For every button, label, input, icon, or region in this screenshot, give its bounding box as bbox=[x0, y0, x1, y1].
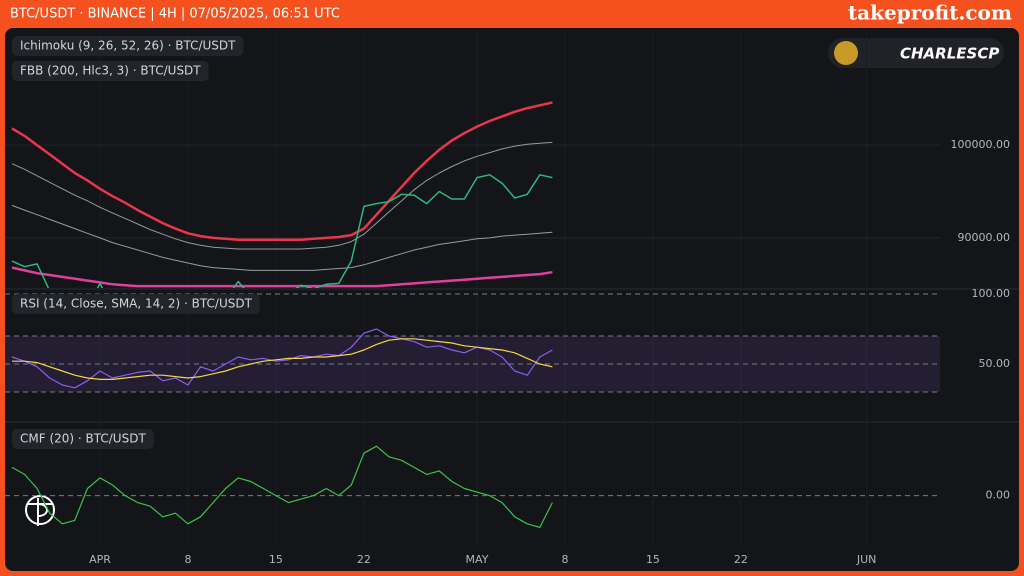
series-line bbox=[11, 101, 553, 242]
y-tick-label: 50.00 bbox=[979, 357, 1011, 370]
logo-mark bbox=[28, 498, 52, 526]
pane bbox=[5, 101, 940, 288]
x-tick-label: 8 bbox=[184, 553, 191, 566]
indicator-label: CMF (20) · BTC/USDT bbox=[20, 432, 146, 446]
x-tick-label: 8 bbox=[561, 553, 568, 566]
indicator-pill bbox=[12, 429, 154, 449]
x-tick-label: 22 bbox=[357, 553, 371, 566]
x-tick-label: 22 bbox=[734, 553, 748, 566]
series-line bbox=[11, 174, 553, 288]
x-tick-label: MAY bbox=[466, 553, 489, 566]
indicator-pill bbox=[12, 294, 260, 314]
x-tick-label: JUN bbox=[856, 553, 877, 566]
x-tick-label: 15 bbox=[646, 553, 660, 566]
logo-ring bbox=[25, 495, 55, 525]
x-tick-label: APR bbox=[89, 553, 111, 566]
y-tick-label: 100.00 bbox=[972, 287, 1011, 300]
symbol-header: BTC/USDT · BINANCE | 4H | 07/05/2025, 06… bbox=[10, 7, 340, 22]
user-badge[interactable]: CHARLESCP bbox=[828, 38, 1004, 68]
indicator-pill bbox=[12, 61, 209, 81]
indicator-label: Ichimoku (9, 26, 52, 26) · BTC/USDT bbox=[20, 39, 236, 53]
avatar bbox=[834, 41, 858, 65]
series-line bbox=[11, 204, 553, 271]
series-line bbox=[11, 328, 553, 389]
user-badge-bg bbox=[828, 38, 1004, 68]
indicator-label: RSI (14, Close, SMA, 14, 2) · BTC/USDT bbox=[20, 297, 253, 311]
series-line bbox=[11, 141, 553, 250]
series-line bbox=[11, 445, 553, 528]
pane bbox=[5, 293, 940, 393]
pane bbox=[5, 445, 940, 528]
series-line bbox=[12, 338, 553, 380]
indicator-pill bbox=[12, 36, 244, 56]
y-tick-label: 90000.00 bbox=[958, 231, 1011, 244]
brand: takeprofit.com bbox=[848, 1, 1012, 25]
x-tick-label: 15 bbox=[269, 553, 283, 566]
y-tick-label: 0.00 bbox=[986, 489, 1011, 502]
tp-logo bbox=[25, 495, 55, 526]
indicator-label: FBB (200, Hlc3, 3) · BTC/USDT bbox=[20, 64, 201, 78]
y-tick-label: 100000.00 bbox=[951, 138, 1011, 151]
chart-panel bbox=[5, 28, 1019, 571]
series-line bbox=[11, 266, 553, 288]
user-name: CHARLESCP bbox=[900, 45, 999, 63]
